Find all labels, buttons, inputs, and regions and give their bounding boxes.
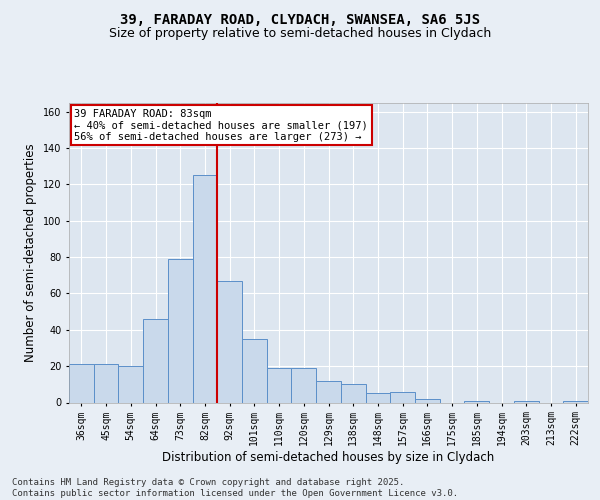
X-axis label: Distribution of semi-detached houses by size in Clydach: Distribution of semi-detached houses by … xyxy=(163,451,494,464)
Bar xyxy=(168,259,193,402)
Bar xyxy=(563,400,588,402)
Text: Size of property relative to semi-detached houses in Clydach: Size of property relative to semi-detach… xyxy=(109,28,491,40)
Bar xyxy=(193,175,217,402)
Text: 39 FARADAY ROAD: 83sqm
← 40% of semi-detached houses are smaller (197)
56% of se: 39 FARADAY ROAD: 83sqm ← 40% of semi-det… xyxy=(74,108,368,142)
Bar xyxy=(365,394,390,402)
Bar xyxy=(217,280,242,402)
Bar xyxy=(415,399,440,402)
Bar xyxy=(242,339,267,402)
Bar xyxy=(292,368,316,402)
Bar xyxy=(69,364,94,403)
Bar xyxy=(94,364,118,403)
Text: 39, FARADAY ROAD, CLYDACH, SWANSEA, SA6 5JS: 39, FARADAY ROAD, CLYDACH, SWANSEA, SA6 … xyxy=(120,12,480,26)
Y-axis label: Number of semi-detached properties: Number of semi-detached properties xyxy=(25,143,37,362)
Bar xyxy=(118,366,143,403)
Bar xyxy=(390,392,415,402)
Bar xyxy=(341,384,365,402)
Bar xyxy=(514,400,539,402)
Bar xyxy=(267,368,292,402)
Bar xyxy=(464,400,489,402)
Text: Contains HM Land Registry data © Crown copyright and database right 2025.
Contai: Contains HM Land Registry data © Crown c… xyxy=(12,478,458,498)
Bar xyxy=(316,380,341,402)
Bar xyxy=(143,319,168,402)
